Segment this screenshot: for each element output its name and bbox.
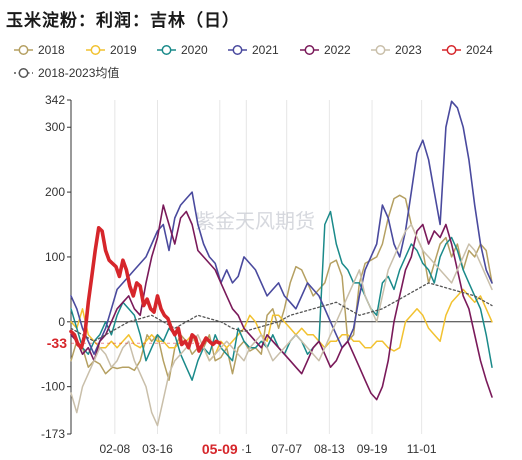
series-lines — [69, 100, 493, 427]
y-tick-label: 0 — [58, 315, 65, 329]
legend-item-2024[interactable]: 2024 — [442, 43, 493, 57]
legend-item-2018[interactable]: 2018 — [14, 43, 65, 57]
x-tick-label: 11-01 — [407, 442, 437, 456]
x-tick-label: 05-09 — [202, 441, 238, 457]
legend-marker — [90, 45, 101, 55]
legend-item-2022[interactable]: 2022 — [300, 43, 351, 57]
page-title: 玉米淀粉：利润：吉林（日） — [6, 11, 240, 31]
x-tick-label: 03-16 — [142, 442, 173, 456]
x-tick-label: 07-07 — [271, 442, 302, 456]
x-tick-label: 02-08 — [99, 442, 130, 456]
legend-item-2019[interactable]: 2019 — [86, 43, 137, 57]
series-line-2024 — [69, 226, 222, 353]
legend-marker — [161, 45, 172, 55]
legend-marker — [18, 68, 29, 78]
y-tick-labels: 342 300 200 100 0 -100 -173 — [41, 93, 65, 441]
latest-value-marker: -33 — [47, 335, 220, 351]
legend-marker — [18, 45, 29, 55]
legend-item-2018-2023均值[interactable]: 2018-2023均值 — [14, 65, 119, 80]
legend-marker — [446, 45, 457, 55]
y-tick-label: 342 — [45, 93, 65, 107]
y-tick-label: 100 — [45, 250, 65, 264]
watermark-text: 紫金天风期货 — [195, 209, 315, 233]
legend-marker — [375, 45, 386, 55]
y-tick-label: 200 — [45, 185, 65, 199]
y-tick-label: -100 — [41, 380, 65, 394]
legend-marker — [232, 45, 243, 55]
x-tick-label: 09-19 — [357, 442, 388, 456]
series-line-2021 — [70, 100, 493, 356]
legend-label: 2019 — [110, 43, 137, 57]
legend-marker — [304, 45, 315, 55]
legend-label: 2018 — [38, 43, 65, 57]
legend-item-2023[interactable]: 2023 — [371, 43, 422, 57]
y-tick-label: 300 — [45, 120, 65, 134]
x-tick-labels: 02-08 03-16 05-09·1 07-07 08-13 09-19 11-01 — [99, 441, 436, 457]
y-tick-label: -173 — [41, 427, 65, 441]
legend-label: 2022 — [324, 43, 351, 57]
axes — [67, 99, 492, 435]
x-tick-label: 08-13 — [314, 442, 345, 456]
legend-item-2020[interactable]: 2020 — [157, 43, 208, 57]
series-line-2019 — [70, 288, 493, 362]
legend-label: 2018-2023均值 — [38, 65, 119, 80]
series-line-2018-2023均值 — [70, 282, 493, 342]
latest-value-label: -33 — [47, 335, 67, 351]
x-gridlines — [114, 100, 423, 434]
legend-label: 2021 — [252, 43, 279, 57]
legend-label: 2023 — [395, 43, 422, 57]
chart-legend: 2018 2019 2020 2021 2022 2023 2024 2018-2023均值 — [14, 43, 493, 80]
series-line-2023 — [70, 223, 493, 427]
legend-label: 2020 — [181, 43, 208, 57]
legend-item-2021[interactable]: 2021 — [228, 43, 279, 57]
legend-label: 2024 — [466, 43, 493, 57]
x-tick-label: ·1 — [241, 442, 252, 456]
